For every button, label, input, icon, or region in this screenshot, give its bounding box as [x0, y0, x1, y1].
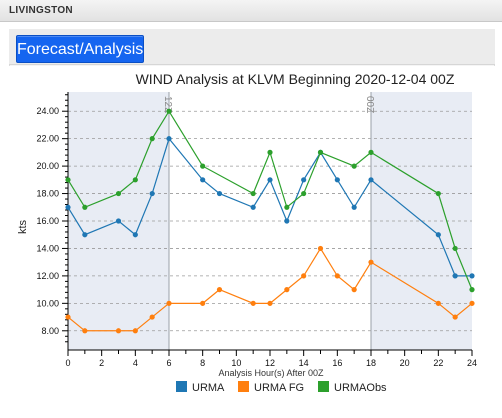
- data-point: [82, 204, 88, 210]
- y-axis-label: kts: [17, 219, 29, 234]
- data-point: [132, 232, 138, 238]
- tab-forecast-analysis[interactable]: Forecast/Analysis: [16, 35, 144, 63]
- data-point: [216, 190, 223, 197]
- data-point: [334, 177, 340, 183]
- data-point: [115, 218, 122, 224]
- chart-title: WIND Analysis at KLVM Beginning 2020-12-…: [136, 71, 455, 87]
- data-point: [267, 300, 273, 306]
- data-point: [132, 177, 138, 183]
- legend-swatch: [238, 381, 249, 392]
- data-point: [250, 204, 256, 210]
- data-point: [200, 300, 206, 306]
- data-point: [452, 314, 458, 320]
- data-point: [469, 273, 475, 279]
- data-point: [317, 245, 324, 252]
- x-tick-label: 0: [65, 358, 70, 368]
- data-point: [250, 300, 256, 306]
- legend: URMA URMA FG URMAObs: [176, 381, 387, 394]
- data-point: [149, 136, 155, 142]
- data-point: [284, 218, 290, 224]
- station-header-bar: LIVINGSTON: [0, 0, 502, 22]
- data-point: [351, 163, 357, 169]
- data-point: [200, 177, 206, 183]
- x-tick-label: 22: [433, 358, 443, 368]
- data-point: [132, 328, 138, 334]
- data-point: [469, 287, 475, 293]
- y-tick-label: 20.00: [36, 161, 59, 171]
- data-point: [166, 300, 172, 306]
- x-tick-label: 16: [332, 358, 342, 368]
- x-tick-label: 18: [366, 358, 376, 368]
- data-point: [65, 314, 71, 320]
- y-tick-label: 16.00: [36, 216, 59, 226]
- data-point: [149, 190, 155, 197]
- legend-label: URMA: [192, 382, 225, 394]
- data-point: [452, 273, 458, 279]
- data-point: [200, 163, 206, 169]
- legend-label: URMA FG: [254, 382, 304, 394]
- data-point: [351, 204, 357, 210]
- time-marker-label: 00Z: [364, 96, 375, 113]
- data-point: [250, 190, 256, 197]
- data-point: [267, 149, 273, 155]
- y-tick-label: 22.00: [36, 134, 59, 144]
- data-point: [267, 177, 273, 183]
- data-point: [334, 273, 340, 279]
- station-name: LIVINGSTON: [9, 5, 73, 16]
- x-tick-label: 4: [133, 358, 138, 368]
- data-point: [82, 328, 88, 334]
- data-point: [166, 136, 172, 142]
- data-point: [301, 190, 307, 197]
- data-point: [368, 177, 374, 183]
- legend-swatch: [176, 381, 187, 392]
- y-tick-label: 18.00: [36, 189, 59, 199]
- data-point: [351, 287, 357, 293]
- data-point: [368, 259, 374, 265]
- time-markers: 12Z 00Z: [162, 92, 375, 350]
- axes: 8.00 10.00 12.00 14.00 16.00 18.00 20.00 22.00 2…: [36, 92, 477, 368]
- data-point: [216, 287, 223, 293]
- data-point: [435, 190, 441, 197]
- time-marker-label: 12Z: [162, 96, 173, 113]
- data-point: [435, 300, 441, 306]
- x-tick-label: 8: [200, 358, 205, 368]
- data-point: [65, 177, 71, 183]
- x-tick-label: 20: [400, 358, 410, 368]
- x-tick-label: 2: [99, 358, 104, 368]
- legend-swatch: [318, 381, 329, 392]
- data-point: [452, 245, 458, 252]
- legend-label: URMAObs: [334, 382, 387, 394]
- data-point: [469, 300, 475, 306]
- data-point: [435, 232, 441, 238]
- x-tick-label: 10: [231, 358, 241, 368]
- y-tick-label: 12.00: [36, 271, 59, 281]
- x-tick-label: 24: [467, 358, 477, 368]
- data-point: [82, 232, 88, 238]
- x-tick-label: 6: [166, 358, 171, 368]
- data-point: [115, 328, 122, 334]
- grid-lines: [68, 110, 472, 332]
- data-point: [317, 149, 324, 155]
- x-tick-label: 12: [265, 358, 275, 368]
- data-point: [149, 314, 155, 320]
- data-point: [301, 273, 307, 279]
- data-point: [368, 149, 374, 155]
- x-axis-label: Analysis Hour(s) After 00Z: [218, 368, 324, 378]
- data-point: [284, 287, 290, 293]
- data-point: [284, 204, 290, 210]
- data-point: [115, 190, 122, 197]
- data-series: [65, 108, 475, 334]
- x-tick-label: 14: [299, 358, 309, 368]
- y-tick-label: 10.00: [36, 298, 59, 308]
- data-point: [166, 108, 172, 114]
- y-tick-label: 14.00: [36, 243, 59, 253]
- y-tick-label: 24.00: [36, 106, 59, 116]
- data-point: [301, 177, 307, 183]
- data-point: [65, 204, 71, 210]
- y-tick-label: 8.00: [41, 326, 59, 336]
